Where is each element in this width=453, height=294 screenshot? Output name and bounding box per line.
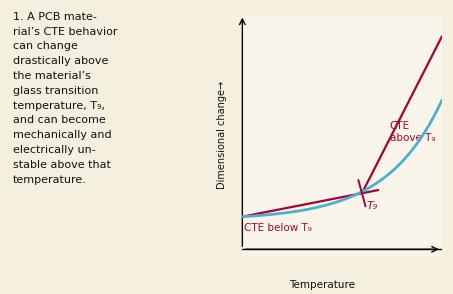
Text: CTE below T₉: CTE below T₉: [244, 223, 312, 233]
Text: 1. A PCB mate-
rial’s CTE behavior
can change
drastically above
the material’s
g: 1. A PCB mate- rial’s CTE behavior can c…: [13, 12, 117, 185]
Text: Dimensional change→: Dimensional change→: [217, 81, 227, 189]
Text: CTE
above T₉: CTE above T₉: [390, 121, 435, 143]
Text: Temperature: Temperature: [289, 280, 355, 290]
Text: T₉: T₉: [367, 201, 378, 211]
